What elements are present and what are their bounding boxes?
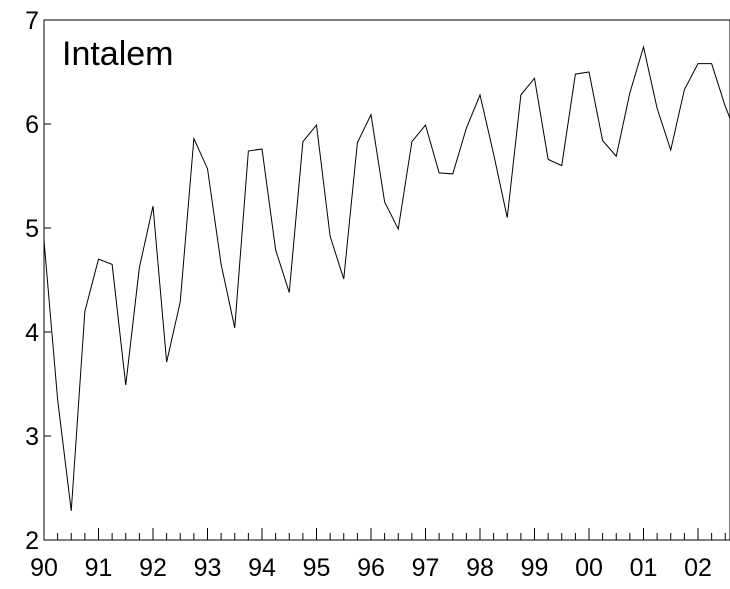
y-tick-label: 2 [25, 527, 39, 555]
y-tick-label: 6 [25, 111, 39, 139]
y-tick-label: 3 [25, 423, 39, 451]
y-tick-label: 5 [25, 215, 39, 243]
x-tick-label: 90 [30, 554, 58, 582]
x-tick-label: 01 [630, 554, 658, 582]
plot-frame [43, 19, 730, 541]
x-tick-label: 93 [194, 554, 222, 582]
x-tick-label: 94 [248, 554, 276, 582]
y-axis: 2 3 4 5 6 7 [25, 7, 51, 555]
x-tick-label: 91 [85, 554, 113, 582]
x-axis: 90 91 92 93 94 95 96 97 98 99 00 01 02 [30, 528, 726, 582]
series-layer [43, 45, 730, 511]
x-tick-label: 00 [575, 554, 603, 582]
x-tick-label: 97 [412, 554, 440, 582]
x-tick-label: 95 [303, 554, 331, 582]
x-tick-label: 02 [684, 554, 712, 582]
y-tick-label: 4 [25, 319, 39, 347]
x-tick-label: 96 [357, 554, 385, 582]
x-tick-label: 99 [521, 554, 549, 582]
y-tick-label: 7 [25, 7, 39, 35]
series-annotation: Intalem [62, 35, 174, 73]
series-line [43, 45, 730, 511]
x-tick-label: 92 [139, 554, 167, 582]
x-tick-label: 98 [466, 554, 494, 582]
